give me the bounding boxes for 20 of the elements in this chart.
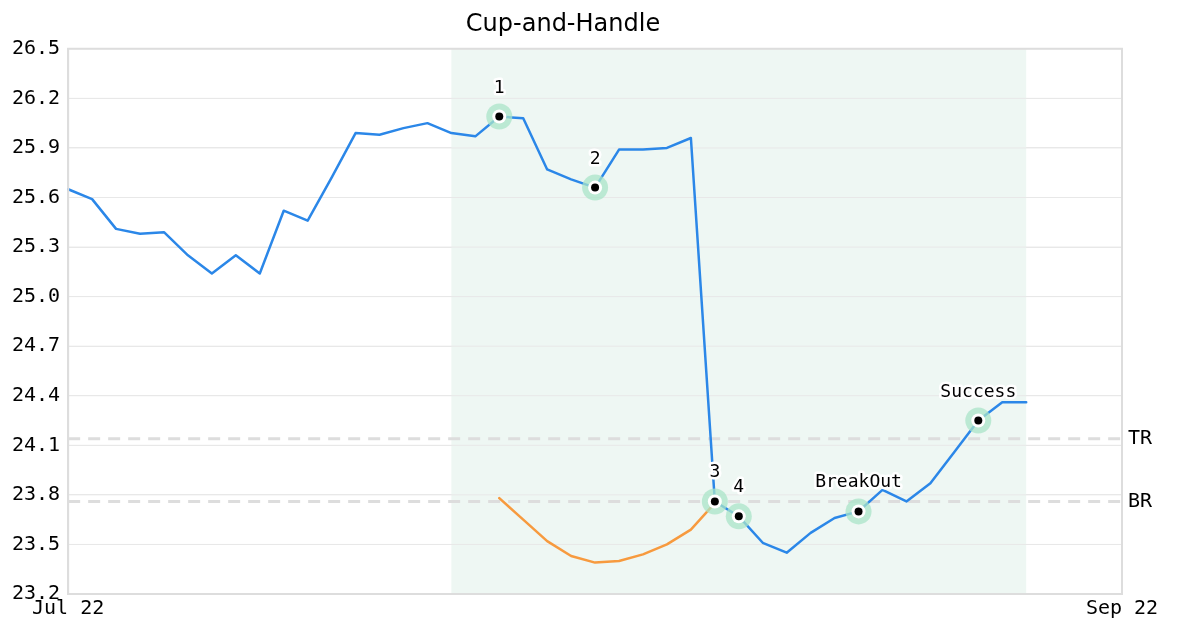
ref-line-label: BR [1128,487,1154,512]
annotation: 1 [493,75,505,97]
y-tick-label: 25.6 [11,183,61,208]
x-tick-label: Sep 22 [1085,595,1159,620]
y-tick-label: 26.5 [11,35,61,59]
y-tick-label: 25.9 [11,134,61,159]
y-tick-label: 24.7 [11,332,61,357]
ref-line-label: TR [1128,424,1154,449]
y-tick-label: 26.2 [11,84,61,109]
y-tick-label: 23.5 [11,530,61,555]
chart-title: Cup-and-Handle [465,8,661,37]
annotation: Success [940,379,1017,401]
y-tick-label: 25.0 [11,282,61,307]
annotation: 2 [589,146,601,168]
y-tick-label: 24.4 [11,381,61,406]
y-tick-label: 23.8 [11,481,61,506]
y-tick-label: 25.3 [11,233,61,258]
y-tick-label: 24.1 [11,431,61,456]
annotation: BreakOut [815,470,902,492]
annotation: 4 [733,475,745,497]
